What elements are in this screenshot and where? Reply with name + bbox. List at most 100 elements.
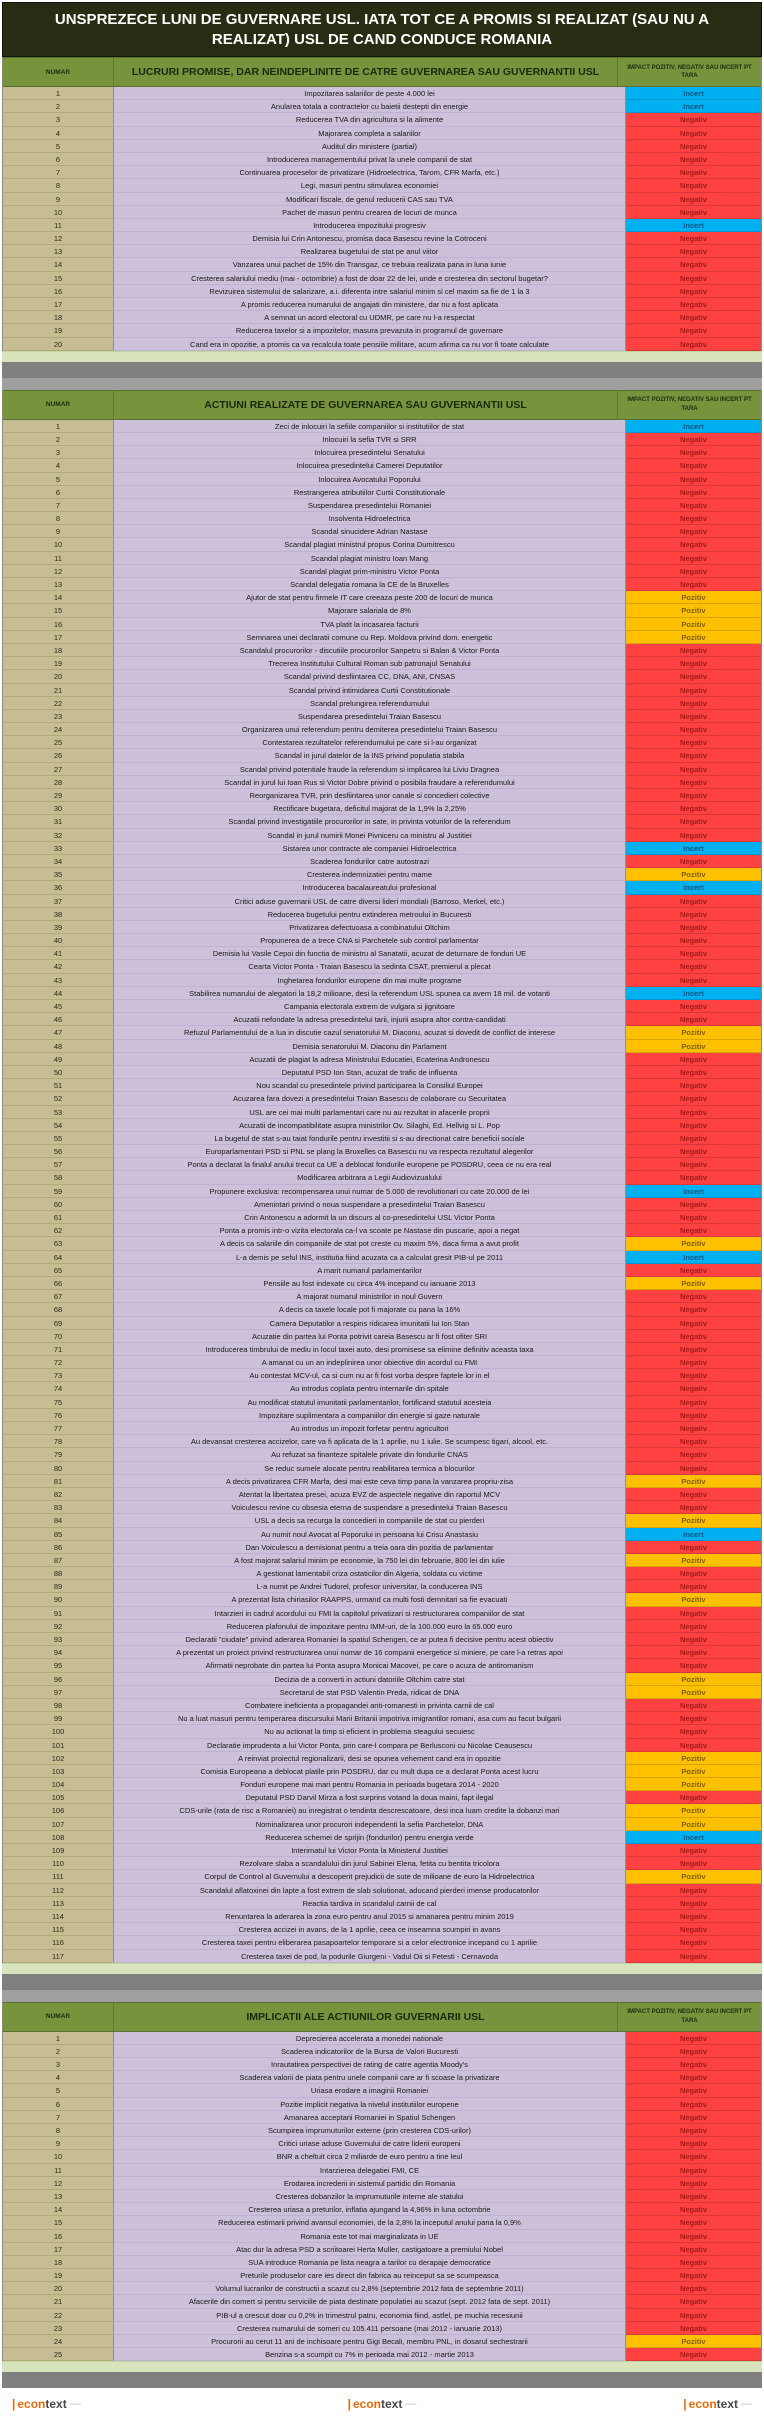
separator-gray-dark: [2, 361, 762, 378]
row-number: 19: [3, 657, 113, 671]
row-number: 4: [3, 2071, 113, 2085]
row-description: Reorganizarea TVR, prin desfiintarea uno…: [113, 789, 626, 803]
logo-bar-icon: |: [12, 2397, 16, 2412]
impact-cell: Negativ: [626, 284, 761, 298]
table-row: 117 Cresterea taxei de pod, la podurile G…: [3, 1949, 761, 1963]
column-header-impact: IMPACT POZITIV, NEGATIV SAU INCERT PT TA…: [617, 390, 761, 419]
table-row: 104 Fonduri europene mai mari pentru Roma…: [3, 1778, 761, 1792]
impact-cell: Incert: [626, 87, 761, 101]
row-number: 17: [3, 2242, 113, 2256]
row-number: 5: [3, 2084, 113, 2098]
row-description: A gestionat lamentabil criza ostaticilor…: [113, 1567, 626, 1581]
row-description: Amenintari privind o noua suspendare a p…: [113, 1197, 626, 1211]
impact-cell: Negativ: [626, 139, 761, 153]
impact-cell: Negativ: [626, 258, 761, 272]
impact-cell: Negativ: [626, 2216, 761, 2230]
impact-cell: Negativ: [626, 1382, 761, 1396]
row-description: Declaratie imprudenta a lui Victor Ponta…: [113, 1738, 626, 1752]
impact-cell: Negativ: [626, 1659, 761, 1673]
row-number: 32: [3, 828, 113, 842]
row-description: BNR a cheltuit circa 2 miliarde de euro …: [113, 2150, 626, 2164]
row-description: Uriasa erodare a imaginii Romaniei: [113, 2084, 626, 2098]
row-number: 41: [3, 947, 113, 961]
table-row: 27 Scandal privind potentiale fraude la r…: [3, 762, 761, 776]
row-description: Atac dur la adresa PSD a scriitoarei Her…: [113, 2242, 626, 2256]
table-row: 67 A majorat numarul ministrilor in noul …: [3, 1290, 761, 1304]
table-row: 80 Se reduc sumele alocate pentru reabili…: [3, 1461, 761, 1475]
row-number: 25: [3, 2348, 113, 2362]
impact-cell: Pozitiv: [626, 1593, 761, 1607]
impact-cell: Negativ: [626, 1698, 761, 1713]
row-description: La bugetul de stat s-au taiat fondurile …: [113, 1131, 626, 1146]
impact-cell: Negativ: [626, 775, 761, 789]
table-row: 6 Restrangerea atributiilor Curtii Consti…: [3, 485, 761, 499]
impact-cell: Negativ: [626, 2058, 761, 2072]
table-row: 21 Scandal privind intimidarea Curtii Con…: [3, 683, 761, 697]
row-description: Scaderea fondurilor catre autostrazi: [113, 854, 626, 869]
impact-cell: Pozitiv: [626, 1237, 761, 1251]
row-number: 74: [3, 1382, 113, 1396]
impact-cell: Negativ: [626, 1079, 761, 1093]
row-number: 110: [3, 1857, 113, 1871]
impact-cell: Negativ: [626, 709, 761, 724]
row-description: Campania electorala extrem de vulgara si…: [113, 1000, 626, 1014]
impact-cell: Negativ: [626, 1369, 761, 1383]
table-row: 73 Au contestat MCV-ul, ca si cum nu ar f…: [3, 1369, 761, 1383]
row-description: Se reduc sumele alocate pentru reabilita…: [113, 1461, 626, 1475]
row-description: Intarzieri in cadrul acordului cu FMI la…: [113, 1606, 626, 1620]
table-row: 3 Reducerea TVA din agricultura si la ali…: [3, 113, 761, 127]
row-number: 27: [3, 762, 113, 776]
impact-cell: Pozitiv: [626, 1778, 761, 1792]
section-title: IMPLICATII ALE ACTIUNILOR GUVERNARII USL: [246, 2010, 485, 2023]
table-row: 2 Scaderea indicatorilor de la Bursa de V…: [3, 2044, 761, 2059]
impact-cell: Negativ: [626, 2150, 761, 2164]
row-number: 60: [3, 1197, 113, 1211]
table-row: 79 Au refuzat sa finanteze spitalele priv…: [3, 1448, 761, 1462]
row-number: 103: [3, 1764, 113, 1779]
row-number: 17: [3, 298, 113, 312]
table-row: 9 Scandal sinucidere Adrian Nastase Negati…: [3, 525, 761, 539]
impact-cell: Negativ: [626, 538, 761, 552]
row-number: 67: [3, 1290, 113, 1304]
separator-gray-dark: [2, 1973, 762, 1990]
impact-cell: Negativ: [626, 828, 761, 842]
impact-cell: Incert: [626, 1184, 761, 1198]
table-row: 103 Comisia Europeana a deblocat platile …: [3, 1764, 761, 1779]
impact-cell: Negativ: [626, 271, 761, 285]
table-row: 74 Au introdus coplata pentru internarile…: [3, 1382, 761, 1396]
table-row: 28 Scandal in jurul lui Ioan Rus si Victo…: [3, 775, 761, 789]
row-number: 79: [3, 1448, 113, 1462]
row-number: 104: [3, 1778, 113, 1792]
row-number: 117: [3, 1949, 113, 1963]
econtext-logo: | econ text —: [683, 2397, 752, 2411]
row-number: 8: [3, 179, 113, 193]
row-number: 70: [3, 1329, 113, 1343]
row-number: 43: [3, 973, 113, 987]
logo-bar-icon: |: [683, 2397, 687, 2412]
row-description: Reducerea TVA din agricultura si la alim…: [113, 113, 626, 127]
row-number: 17: [3, 630, 113, 644]
impact-cell: Negativ: [626, 205, 761, 219]
impact-cell: Pozitiv: [626, 1276, 761, 1291]
impact-cell: Negativ: [626, 1896, 761, 1910]
table-row: 72 A amanat cu un an indeplinirea unor ob…: [3, 1356, 761, 1370]
table-row: 69 Camera Deputatilor a respins ridicarea…: [3, 1316, 761, 1330]
row-description: Deprecierea accelerata a monedei nationa…: [113, 2031, 626, 2045]
logo-dash: —: [69, 2398, 81, 2411]
impact-cell: Negativ: [626, 1013, 761, 1027]
row-description: SUA introduce Romania pe lista neagra a …: [113, 2255, 626, 2270]
row-description: Procurorii au cerut 11 ani de inchisoare…: [113, 2335, 626, 2349]
column-header-impact: IMPACT POZITIV, NEGATIV SAU INCERT PT TA…: [617, 2002, 761, 2031]
row-description: Realizarea bugetului de stat pe anul vii…: [113, 245, 626, 259]
row-description: Afirmatii neprobate din partea lui Ponta…: [113, 1659, 626, 1673]
row-description: Nou scandal cu presedintele privind part…: [113, 1079, 626, 1093]
table-row: 1 Zeci de inlocuiri la sefiile companiilo…: [3, 419, 761, 433]
row-description: Cand era in opozitie, a promis ca va rec…: [113, 337, 626, 351]
row-number: 59: [3, 1184, 113, 1198]
impact-cell: Negativ: [626, 683, 761, 697]
impact-cell: Pozitiv: [626, 1804, 761, 1818]
impact-cell: Negativ: [626, 192, 761, 206]
impact-cell: Negativ: [626, 2044, 761, 2059]
table-row: 9 Critici uriase aduse Guvernului de catr…: [3, 2137, 761, 2151]
impact-cell: Pozitiv: [626, 630, 761, 644]
